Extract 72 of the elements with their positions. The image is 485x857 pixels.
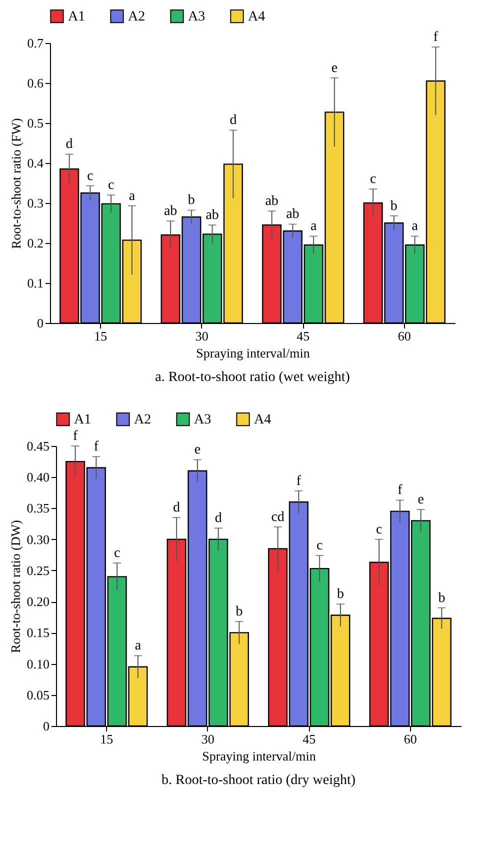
y-tick-label: 0.30 [26,532,50,547]
y-tick-label: 0.45 [26,438,50,454]
legend-label: A3 [194,412,212,428]
data-label: c [108,178,114,193]
y-tick-label: 0.25 [26,562,50,578]
legend-label: A3 [188,9,206,24]
y-tick-label: 0.20 [26,594,50,610]
text: a. Root-to-shoot ratio (wet weight) [155,370,350,385]
data-label: f [72,429,78,444]
data-label: d [230,113,237,128]
y-axis-title: Root-to-shoot ratio (DW) [8,520,23,653]
legend-label: A1 [74,412,92,428]
y-tick-label: 0.6 [27,76,44,90]
data-label: c [114,546,120,561]
x-tick-label: 45 [296,328,310,344]
x-tick-label: 30 [201,732,214,746]
y-tick-label: 0.2 [27,236,44,250]
x-axis-title: Spraying interval/min [202,748,316,764]
legend-label: A4 [254,412,272,428]
y-tick-label: 0.3 [27,196,44,210]
x-tick-label: 30 [195,328,208,344]
data-label: f [433,30,438,45]
data-label: c [87,168,94,184]
data-label: b [336,587,344,602]
data-label: a [412,219,419,234]
y-tick-label: 0.5 [27,116,44,130]
data-label: b [438,590,446,606]
x-tick-label: 60 [398,328,411,344]
legend-label: A4 [248,9,266,24]
x-tick-label: 15 [94,328,108,344]
x-tick-label: 60 [404,732,417,746]
legend-label: A2 [128,9,146,24]
y-axis-title: Root-to-shoot ratio (FW) [8,118,24,249]
data-label: e [194,442,201,458]
y-tick-label: 0.40 [26,470,50,485]
y-tick-label: 0.15 [26,625,50,640]
data-label: b [390,198,398,214]
y-tick-label: 0.1 [27,276,44,290]
data-label: e [331,60,338,76]
data-label: a [310,219,318,234]
x-tick-label: 15 [100,732,114,746]
y-tick-label: 0.05 [26,687,50,702]
legend-label: A2 [134,412,152,428]
legend-label: A1 [68,9,86,24]
x-tick-label: 45 [302,732,316,746]
data-label: f [94,440,99,455]
data-label: c [370,172,376,187]
x-axis-title: Spraying interval/min [196,346,310,360]
data-label: ab [286,207,300,222]
data-label: e [418,492,424,508]
data-label: b [188,193,195,208]
data-label: f [296,474,302,489]
data-label: a [128,188,136,204]
data-label: c [316,538,323,554]
y-tick-label: 0.35 [26,500,50,516]
data-label: d [66,137,73,152]
data-label: c [376,522,382,538]
data-label: ab [206,208,219,223]
data-label: a [134,638,142,654]
y-tick-label: 0.4 [27,156,44,170]
data-label: ab [265,194,278,209]
data-label: d [173,500,180,516]
y-tick-label: 0 [43,718,50,734]
data-label: ab [164,204,178,219]
data-label: d [214,511,222,526]
y-tick-label: 0.7 [27,36,44,50]
data-label: b [236,604,243,620]
text: b. Root-to-shoot ratio (dry weight) [161,773,356,788]
data-label: cd [271,510,284,525]
y-tick-label: 0 [37,316,44,330]
data-label: f [398,483,403,498]
y-tick-label: 0.10 [26,656,50,672]
